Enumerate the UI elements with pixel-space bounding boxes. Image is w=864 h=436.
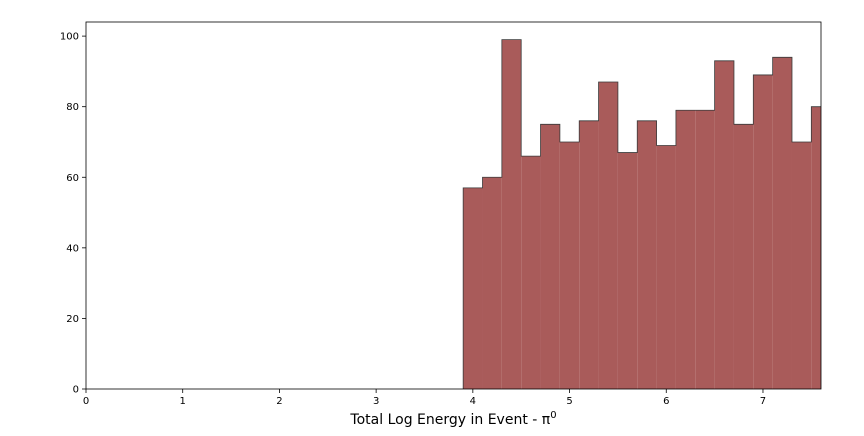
histogram-bar [637, 120, 657, 389]
y-tick-label: 60 [66, 173, 79, 184]
histogram-bar [772, 57, 792, 389]
histogram-bar [675, 110, 696, 389]
histogram-bar [656, 145, 676, 389]
y-axis: 0 20 40 60 80 100 [60, 32, 86, 396]
histogram-bar [463, 187, 483, 389]
x-tick-label: 2 [276, 396, 282, 407]
x-axis-title-text: Total Log Energy in Event - π [349, 412, 550, 428]
histogram-bar [714, 60, 734, 389]
x-tick-label: 4 [470, 396, 476, 407]
histogram-bar [501, 39, 522, 389]
histogram-bar [482, 177, 502, 389]
x-tick-label: 0 [83, 396, 89, 407]
y-tick-label: 40 [66, 243, 79, 254]
y-tick-label: 20 [66, 314, 79, 325]
y-tick-label: 80 [66, 102, 79, 113]
histogram-bar [617, 152, 638, 389]
histogram-bar [579, 120, 599, 389]
histogram-outline [462, 39, 821, 389]
histogram-bar [540, 124, 560, 389]
histogram-bar [811, 106, 821, 389]
histogram-bar [521, 156, 541, 389]
bars-layer [462, 39, 821, 389]
histogram-bar [598, 81, 618, 389]
x-tick-label: 5 [566, 396, 572, 407]
histogram-bar [559, 141, 580, 389]
plot-frame [85, 21, 822, 390]
y-tick-label: 0 [73, 385, 79, 396]
x-tick-label: 7 [760, 396, 766, 407]
x-axis-title: Total Log Energy in Event - π0 [349, 410, 556, 428]
histogram-bar [791, 141, 812, 389]
x-axis: 0 1 2 3 4 5 6 7 [83, 389, 766, 407]
x-tick-label: 1 [180, 396, 186, 407]
y-tick-label: 100 [60, 32, 79, 43]
x-tick-label: 3 [373, 396, 379, 407]
x-tick-label: 6 [663, 396, 669, 407]
histogram-bar [733, 124, 754, 389]
histogram-bar [695, 110, 715, 389]
histogram-bar [753, 74, 773, 389]
x-axis-title-superscript: 0 [550, 410, 556, 421]
